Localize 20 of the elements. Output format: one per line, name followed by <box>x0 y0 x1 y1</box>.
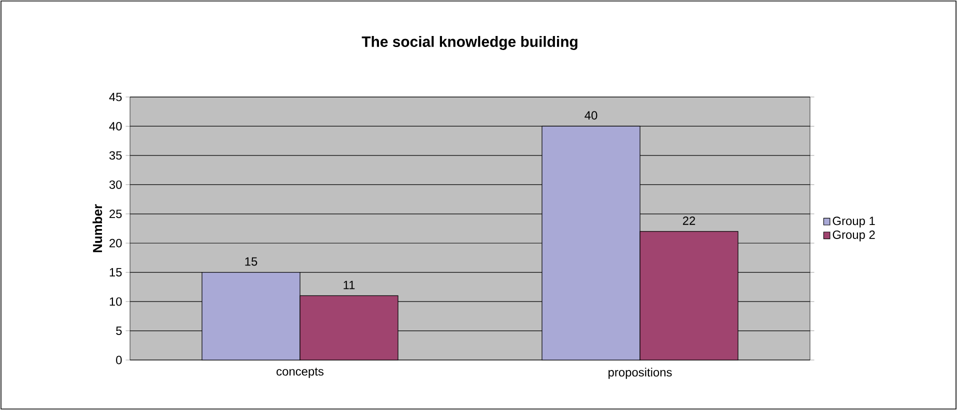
y-tick-label: 40 <box>109 122 122 130</box>
y-tick-label: 0 <box>116 356 122 364</box>
legend-label: Group 1 <box>832 216 875 228</box>
x-tick-label: propositions <box>608 368 672 379</box>
data-label: 11 <box>344 280 355 290</box>
y-tick-label: 5 <box>116 326 122 335</box>
y-tick-label: 20 <box>110 238 122 248</box>
y-tick-label: 35 <box>109 151 122 160</box>
legend-label: Group 2 <box>832 230 875 242</box>
data-label: 22 <box>682 216 696 225</box>
y-axis-title: Number <box>92 204 102 252</box>
y-tick-label: 30 <box>109 180 122 189</box>
y-tick-label: 10 <box>110 297 122 306</box>
y-tick-label: 45 <box>109 92 122 102</box>
y-tick-label: 15 <box>110 268 122 276</box>
x-tick-label: concepts <box>276 368 324 378</box>
y-tick-label: 25 <box>110 210 122 218</box>
data-label: 40 <box>584 111 598 120</box>
data-label: 15 <box>245 257 258 266</box>
chart-title: The social knowledge building <box>362 36 578 50</box>
